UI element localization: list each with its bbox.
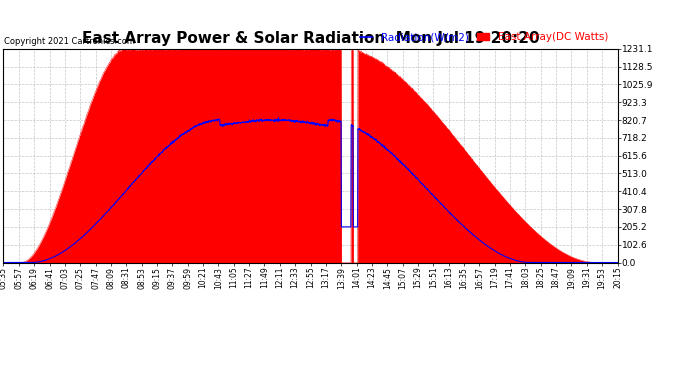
Text: Copyright 2021 Cartronics.com: Copyright 2021 Cartronics.com	[4, 37, 135, 46]
Title: East Array Power & Solar Radiation  Mon Jul 19 20:20: East Array Power & Solar Radiation Mon J…	[81, 31, 540, 46]
Legend: Radiation(W/m2), East Array(DC Watts): Radiation(W/m2), East Array(DC Watts)	[356, 28, 612, 46]
